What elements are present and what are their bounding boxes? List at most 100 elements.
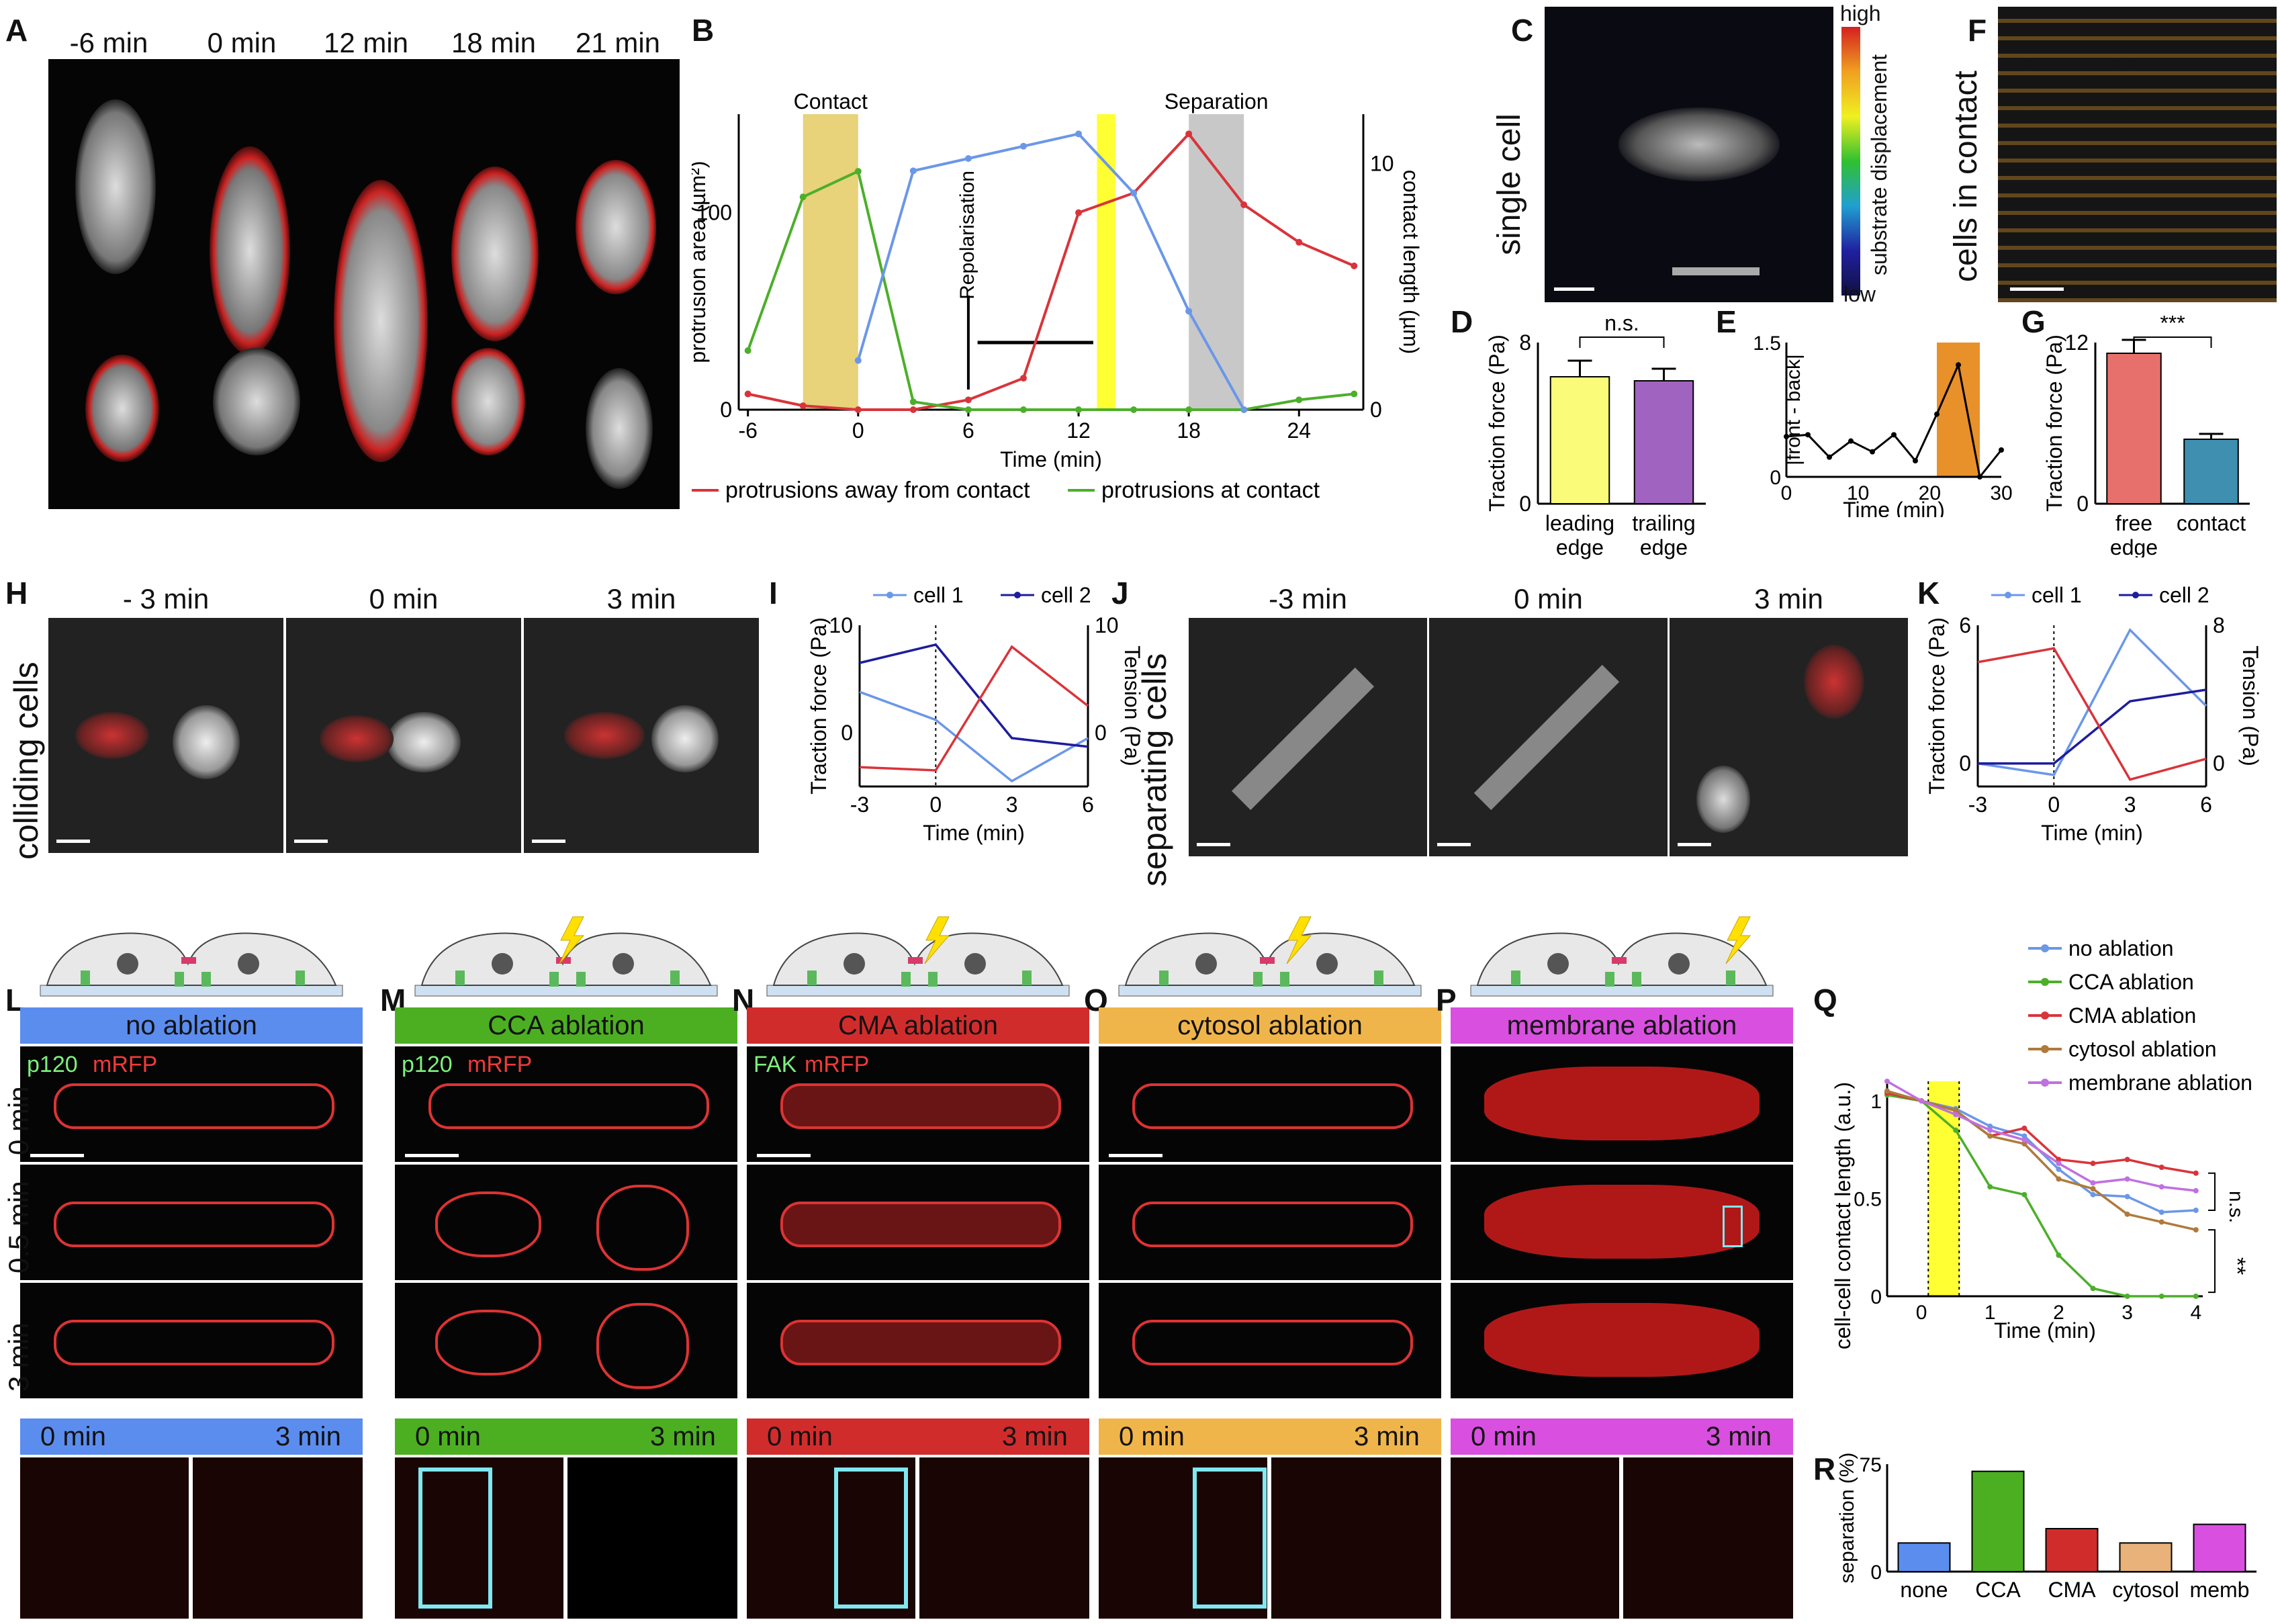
cell-image (451, 348, 525, 455)
scale-bar (1678, 843, 1711, 846)
legend-marker (1014, 592, 1021, 598)
y-tick-label: 6 (1959, 613, 1971, 637)
data-point (854, 406, 862, 413)
cell-image (1618, 107, 1780, 181)
series-line (1978, 688, 2207, 765)
condition-header: CMA ablation (747, 1007, 1089, 1044)
scale-bar (757, 1154, 811, 1157)
zoom-micrograph (1099, 1457, 1267, 1619)
legend-marker (2005, 592, 2011, 598)
data-point (2158, 1184, 2164, 1190)
category-label: memb (2190, 1578, 2250, 1602)
chart-i: -3 0 3 6 0 10 0 10 Time (min) Traction force (Pa)… (807, 583, 1144, 845)
time-label: 3 min (1754, 583, 1823, 615)
legend-marker (2041, 1079, 2049, 1087)
nucleus (238, 953, 259, 975)
bar (2183, 439, 2239, 504)
micrograph (1451, 1165, 1793, 1280)
zoom-time-label: 3 min (275, 1422, 341, 1451)
junction (181, 957, 196, 964)
panel-f-micrograph (1998, 7, 2277, 302)
shaded-region (1097, 114, 1115, 410)
data-point (1987, 1184, 1993, 1190)
time-label: 12 min (323, 27, 409, 58)
series-line (746, 169, 1355, 411)
data-point (1075, 209, 1083, 216)
y-tick-label: 0 (1770, 467, 1781, 489)
zoom-time-label: 0 min (40, 1422, 106, 1451)
adhesion-site (1280, 972, 1289, 987)
legend-marker (2041, 1045, 2049, 1053)
cell-image (586, 368, 653, 489)
cell-outline (54, 1320, 334, 1365)
lightning-icon (924, 916, 950, 964)
category-label: leading (1545, 511, 1614, 535)
legend-marker (2041, 1011, 2049, 1020)
substrate (414, 985, 718, 997)
x-tick-label: 4 (2190, 1302, 2201, 1324)
x-tick-label: 24 (1287, 418, 1311, 443)
y-tick-label: 0 (1959, 752, 1971, 776)
cell-schematic (1118, 916, 1422, 997)
micrograph: p120 mRFP (20, 1046, 363, 1162)
data-point (1295, 238, 1303, 246)
micrograph (20, 1165, 363, 1280)
x-tick-label: 3 (2124, 793, 2136, 817)
zoom-time-label: 0 min (1119, 1422, 1185, 1451)
data-point (1999, 447, 2004, 453)
data-point (1919, 1098, 1925, 1104)
x-tick-label: 18 (1177, 418, 1201, 443)
series-line (859, 643, 1089, 748)
cell-outline (1132, 1202, 1413, 1247)
data-point (2158, 1165, 2164, 1170)
data-point (964, 155, 972, 162)
data-point (2021, 1137, 2027, 1143)
legend-label: protrusions at contact (1101, 478, 1320, 503)
data-point (1884, 1079, 1890, 1084)
x-tick-label: 10 (1847, 482, 1869, 504)
cell-image (75, 99, 156, 274)
data-point (2090, 1191, 2096, 1198)
data-point (1953, 1108, 1959, 1114)
data-point (1240, 201, 1248, 208)
scale-bar (1554, 287, 1594, 291)
zoom-micrograph (193, 1457, 363, 1619)
panel-j-image-2 (1429, 618, 1668, 856)
substrate (1470, 985, 1774, 997)
y-tick-label: 1 (1870, 1091, 1882, 1113)
series-line (856, 132, 1245, 410)
x-tick-label: 3 (1006, 793, 1018, 817)
cell-image (1804, 645, 1864, 719)
panel-h-image-2 (286, 618, 521, 853)
nucleus (1195, 953, 1217, 975)
adhesion-site (201, 972, 211, 987)
x-tick-label: 6 (1082, 793, 1094, 817)
significance-label: ** (2224, 1257, 2250, 1275)
zoom-micrograph (1623, 1457, 1793, 1619)
legend-marker (886, 592, 893, 598)
time-label: -6 min (69, 27, 148, 58)
nucleus (1316, 953, 1338, 975)
cell-outline (780, 1083, 1061, 1129)
y-axis-label: protrusion area (µm²) (692, 161, 710, 363)
annotation: Repolarisation (956, 171, 978, 300)
legend-label: CCA ablation (2068, 970, 2194, 994)
y-axis-label: Traction force (Pa) (1925, 617, 1949, 795)
cell-outline (1484, 1185, 1760, 1259)
zoom-micrograph (1451, 1457, 1619, 1619)
bar (2193, 1523, 2246, 1572)
panel-label-i: I (769, 576, 778, 611)
data-point (2158, 1219, 2164, 1225)
zoom-micrograph (567, 1457, 737, 1619)
panel-label-r: R (1813, 1451, 1836, 1486)
x-tick-label: -6 (738, 418, 757, 443)
y-tick-label: 0.5 (1854, 1189, 1882, 1211)
scale-bar (2010, 287, 2064, 291)
data-point (1913, 458, 1918, 463)
x-tick-label: 0 (852, 418, 864, 443)
nucleus (117, 953, 138, 975)
zoom-time-label: 3 min (1706, 1422, 1772, 1451)
micrograph (1099, 1283, 1441, 1398)
zoom-header (747, 1418, 1089, 1455)
data-point (1848, 438, 1854, 444)
